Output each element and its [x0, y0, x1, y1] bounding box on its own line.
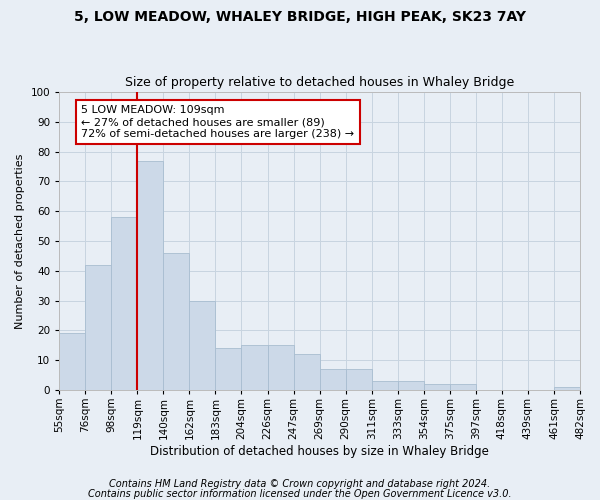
Bar	[371, 381, 398, 390]
Bar	[268, 345, 293, 390]
Bar	[346, 369, 371, 390]
Bar	[424, 384, 450, 390]
Bar	[320, 369, 346, 390]
Text: Contains public sector information licensed under the Open Government Licence v3: Contains public sector information licen…	[88, 489, 512, 499]
X-axis label: Distribution of detached houses by size in Whaley Bridge: Distribution of detached houses by size …	[150, 444, 489, 458]
Bar	[293, 354, 320, 390]
Bar	[85, 265, 111, 390]
Bar	[190, 300, 215, 390]
Text: 5, LOW MEADOW, WHALEY BRIDGE, HIGH PEAK, SK23 7AY: 5, LOW MEADOW, WHALEY BRIDGE, HIGH PEAK,…	[74, 10, 526, 24]
Bar	[241, 345, 268, 390]
Title: Size of property relative to detached houses in Whaley Bridge: Size of property relative to detached ho…	[125, 76, 514, 90]
Bar	[450, 384, 476, 390]
Bar	[398, 381, 424, 390]
Bar	[554, 387, 580, 390]
Bar	[59, 334, 85, 390]
Text: Contains HM Land Registry data © Crown copyright and database right 2024.: Contains HM Land Registry data © Crown c…	[109, 479, 491, 489]
Text: 5 LOW MEADOW: 109sqm
← 27% of detached houses are smaller (89)
72% of semi-detac: 5 LOW MEADOW: 109sqm ← 27% of detached h…	[82, 106, 355, 138]
Bar	[215, 348, 241, 390]
Bar	[111, 217, 137, 390]
Bar	[163, 253, 190, 390]
Bar	[137, 160, 163, 390]
Y-axis label: Number of detached properties: Number of detached properties	[15, 154, 25, 328]
